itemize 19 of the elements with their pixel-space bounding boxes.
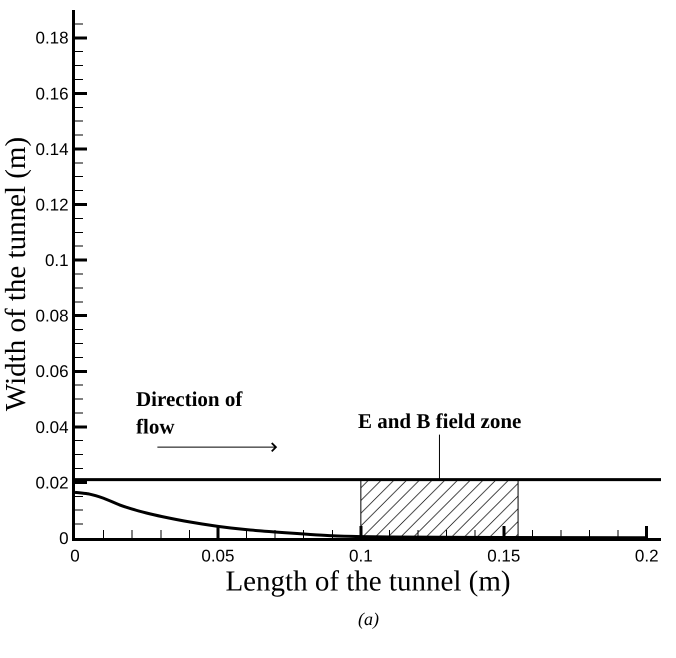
text: (a) [358,609,379,629]
x-axis-title: Length of the tunnel (m) [225,565,511,598]
y-tick-label: 0.12 [36,195,69,214]
x-tick-label: 0.15 [487,546,520,566]
x-tick-label: 0.2 [634,546,659,566]
y-tick-label: 0.18 [36,28,69,48]
band-label: E and B field zone [358,409,522,433]
y-tick-label: 0.14 [36,140,69,159]
y-tick-label: 0.04 [36,418,69,437]
annotation: Direction of flow [136,387,244,438]
y-tick-label: 0.08 [36,306,69,326]
y-axis-title: Width of the tunnel (m) [0,136,32,412]
y-tick-label: 0.1 [44,251,69,270]
y-tick-label: 0.06 [36,362,69,382]
y-tick-label: 0 [59,528,69,548]
y-tick-label: 0.02 [36,473,69,492]
x-tick-label: 0.05 [201,546,234,566]
x-tick-label: 0.1 [349,546,373,566]
y-tick-label: 0.16 [36,84,69,104]
